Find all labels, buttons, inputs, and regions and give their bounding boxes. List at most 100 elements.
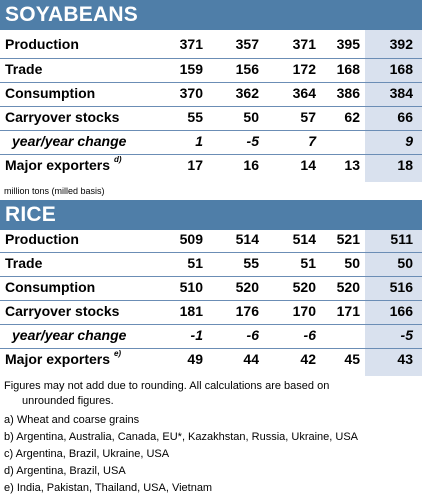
footnote-b: b) Argentina, Australia, Canada, EU*, Ka…: [4, 431, 359, 443]
cell: 172: [292, 61, 316, 77]
cell: 7: [308, 133, 316, 149]
cell: 392: [389, 36, 413, 52]
footnote-marker: d): [113, 155, 122, 164]
row-label: Trade: [5, 61, 43, 77]
table-row: Production 509 514 514 521 511: [0, 229, 422, 252]
cell: 14: [300, 157, 316, 173]
cell: 49: [187, 351, 203, 367]
cell: 44: [243, 351, 259, 367]
cell: 51: [300, 255, 316, 271]
cell: 181: [179, 303, 203, 319]
row-label: year/year change: [12, 133, 127, 149]
cell: 514: [235, 231, 259, 247]
cell: -6: [246, 327, 259, 343]
table-row: Major exporters d) 17 16 14 13 18: [0, 155, 422, 178]
row-label: year/year change: [12, 327, 127, 343]
table-row: Trade 51 55 51 50 50: [0, 253, 422, 276]
table-row: Production 371 357 371 395 392: [0, 34, 422, 57]
row-divider: [0, 130, 422, 131]
cell: 66: [397, 109, 413, 125]
table-row: Consumption 510 520 520 520 516: [0, 277, 422, 300]
row-label: Production: [5, 231, 79, 247]
row-divider: [0, 154, 422, 155]
row-label: Major exporters e): [5, 349, 122, 367]
cell: 42: [300, 351, 316, 367]
row-label-text: Major exporters: [5, 157, 111, 173]
row-divider: [0, 58, 422, 59]
cell: 521: [336, 231, 360, 247]
cell: 55: [187, 109, 203, 125]
cell: 510: [179, 279, 203, 295]
cell: 43: [397, 351, 413, 367]
footnote-d: d) Argentina, Brazil, USA: [4, 465, 126, 477]
cell: 17: [187, 157, 203, 173]
cell: 357: [235, 36, 259, 52]
footnote-e: e) India, Pakistan, Thailand, USA, Vietn…: [4, 482, 213, 494]
cell: 57: [300, 109, 316, 125]
table-row: Carryover stocks 55 50 57 62 66: [0, 107, 422, 130]
table-row: Consumption 370 362 364 386 384: [0, 83, 422, 106]
table-row: year/year change -1 -6 -6 -5: [0, 325, 422, 348]
cell: 51: [187, 255, 203, 271]
row-label-text: Major exporters: [5, 351, 111, 367]
footnote-rounding-cont: unrounded figures.: [22, 395, 114, 407]
cell: 520: [235, 279, 259, 295]
cell: 168: [336, 61, 360, 77]
row-divider: [0, 106, 422, 107]
footnote-marker: e): [113, 349, 122, 358]
cell: 1: [195, 133, 203, 149]
row-label: Consumption: [5, 279, 96, 295]
rice-header: RICE: [0, 200, 422, 230]
cell: 168: [389, 61, 413, 77]
soyabeans-header: SOYABEANS: [0, 0, 422, 30]
cell: 9: [405, 133, 413, 149]
row-label: Major exporters d): [5, 155, 122, 173]
cell: 45: [344, 351, 360, 367]
cell: 159: [179, 61, 203, 77]
rice-forecast-column: [365, 230, 422, 376]
footnote-c: c) Argentina, Brazil, Ukraine, USA: [4, 448, 170, 460]
cell: -5: [400, 327, 413, 343]
cell: 509: [179, 231, 203, 247]
cell: 384: [389, 85, 413, 101]
cell: 371: [292, 36, 316, 52]
cell: 50: [344, 255, 360, 271]
footnote-a: a) Wheat and coarse grains: [4, 414, 140, 426]
cell: 395: [336, 36, 360, 52]
row-divider: [0, 276, 422, 277]
cell: -5: [246, 133, 259, 149]
cell: 511: [390, 231, 413, 247]
cell: 50: [243, 109, 259, 125]
cell: 166: [389, 303, 413, 319]
row-divider: [0, 82, 422, 83]
cell: 371: [179, 36, 203, 52]
row-label: Carryover stocks: [5, 109, 120, 125]
cell: 13: [344, 157, 360, 173]
table-row: year/year change 1 -5 7 9: [0, 131, 422, 154]
cell: 171: [336, 303, 360, 319]
row-divider: [0, 324, 422, 325]
unit-note: million tons (milled basis): [4, 186, 105, 196]
cell: -1: [190, 327, 203, 343]
cell: 520: [292, 279, 316, 295]
cell: 55: [243, 255, 259, 271]
row-divider: [0, 252, 422, 253]
table-row: Major exporters e) 49 44 42 45 43: [0, 349, 422, 372]
cell: 520: [336, 279, 360, 295]
cell: 364: [292, 85, 316, 101]
cell: 156: [235, 61, 259, 77]
cell: 50: [397, 255, 413, 271]
cell: 514: [292, 231, 316, 247]
cell: 386: [336, 85, 360, 101]
cell: 516: [389, 279, 413, 295]
cell: 16: [243, 157, 259, 173]
row-label: Trade: [5, 255, 43, 271]
table-row: Carryover stocks 181 176 170 171 166: [0, 301, 422, 324]
row-divider: [0, 300, 422, 301]
cell: 362: [235, 85, 259, 101]
cell: 176: [235, 303, 259, 319]
footnote-rounding: Figures may not add due to rounding. All…: [4, 380, 330, 392]
cell: -6: [303, 327, 316, 343]
row-label: Carryover stocks: [5, 303, 120, 319]
row-label: Production: [5, 36, 79, 52]
